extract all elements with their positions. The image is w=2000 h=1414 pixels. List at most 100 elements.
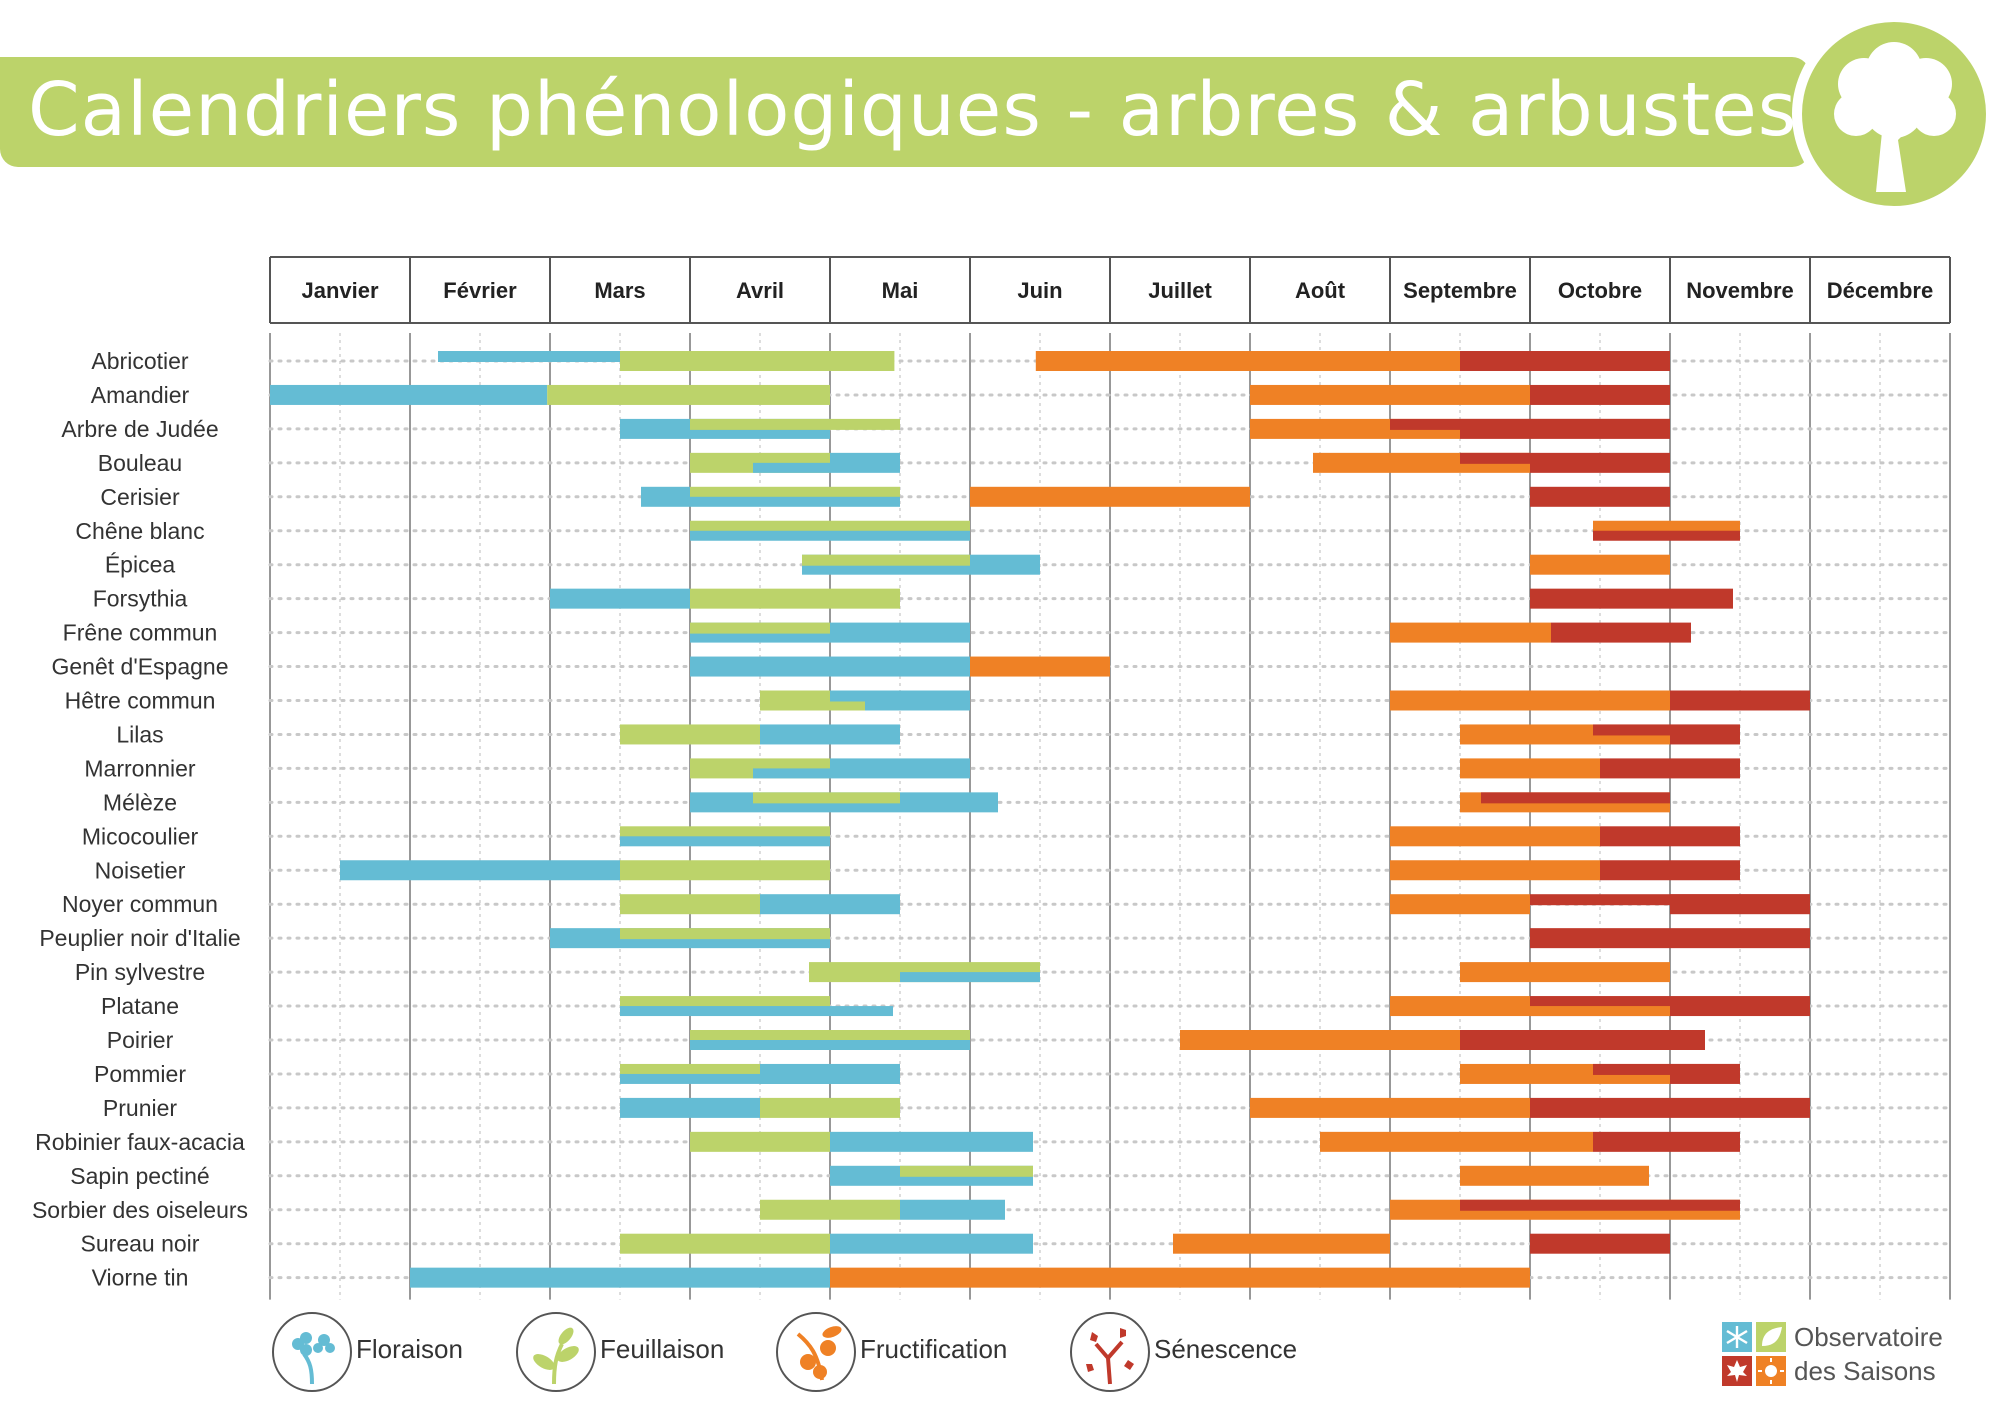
species-row — [620, 1097, 1810, 1118]
month-label: Octobre — [1558, 278, 1642, 303]
observatoire-des-saisons-logo: Observatoire des Saisons — [1722, 1322, 1992, 1392]
bar-floraison — [830, 690, 970, 702]
species-label: Amandier — [91, 382, 190, 408]
title-bar: Calendriers phénologiques - arbres & arb… — [0, 57, 1810, 167]
bar-fructification — [1593, 520, 1740, 532]
bar-fructification — [1390, 622, 1551, 643]
bar-feuillaison — [802, 554, 970, 566]
species-row — [830, 1165, 1649, 1186]
bar-fructification — [1180, 1030, 1460, 1050]
bar-senescence — [1670, 690, 1810, 711]
species-row — [690, 758, 1740, 779]
bar-floraison — [690, 656, 970, 677]
bar-senescence — [1530, 486, 1670, 507]
species-label: Pin sylvestre — [75, 959, 205, 985]
bar-feuillaison — [620, 928, 830, 940]
bar-fructification — [1390, 894, 1530, 915]
species-label: Frêne commun — [63, 620, 218, 646]
bar-feuillaison — [620, 996, 830, 1008]
tree-logo-background — [1802, 22, 1986, 206]
bar-feuillaison — [690, 1131, 830, 1152]
month-label: Juin — [1017, 278, 1062, 303]
month-label: Février — [443, 278, 517, 303]
month-label: Janvier — [301, 278, 378, 303]
species-row — [690, 622, 1691, 643]
bar-senescence — [1530, 588, 1733, 609]
bar-floraison — [760, 894, 900, 915]
species-row — [620, 826, 1740, 847]
species-label: Noyer commun — [62, 891, 218, 917]
bar-floraison — [438, 351, 620, 362]
bar-senescence — [1530, 452, 1670, 473]
bar-floraison — [340, 860, 620, 881]
bar-senescence — [1593, 724, 1740, 736]
bar-floraison — [830, 1131, 1033, 1152]
species-row — [620, 894, 1810, 915]
bar-fructification — [1460, 1165, 1649, 1186]
bar-fructification — [970, 486, 1250, 507]
species-row — [760, 1199, 1740, 1220]
month-label: Mars — [594, 278, 645, 303]
species-row — [760, 690, 1810, 711]
bar-fructification — [830, 1267, 1530, 1288]
bar-feuillaison — [690, 418, 900, 430]
species-label: Sapin pectiné — [70, 1163, 209, 1189]
month-label: Août — [1295, 278, 1346, 303]
species-label: Bouleau — [98, 450, 182, 476]
species-row — [620, 418, 1670, 439]
species-label: Hêtre commun — [65, 688, 216, 714]
species-label: Platane — [101, 993, 179, 1019]
logo-line-1: Observatoire — [1794, 1322, 1943, 1352]
leaf-icon — [1756, 1322, 1786, 1352]
bar-floraison — [690, 496, 900, 507]
bar-senescence — [1460, 1030, 1705, 1050]
logo-line-2: des Saisons — [1794, 1356, 1936, 1386]
bar-senescence — [1530, 1097, 1810, 1118]
legend-label-feuillaison: Feuillaison — [600, 1334, 725, 1364]
bar-fructification — [1460, 758, 1600, 779]
species-row — [690, 1131, 1740, 1152]
month-header: Janvier Février Mars Avril Mai Juin Juillet Aoû… — [269, 256, 1951, 324]
bar-senescence — [1670, 724, 1740, 745]
bar-floraison — [760, 724, 900, 745]
grid-layer — [268, 333, 1952, 1300]
species-row — [690, 520, 1740, 541]
bar-floraison — [760, 1063, 900, 1084]
bar-fructification — [970, 656, 1110, 677]
bar-floraison — [753, 462, 830, 473]
page-title: Calendriers phénologiques - arbres & arb… — [28, 67, 1798, 153]
species-row — [340, 860, 1740, 881]
bar-senescence — [1593, 1063, 1740, 1075]
species-label: Peuplier noir d'Italie — [39, 925, 240, 951]
species-label: Abricotier — [91, 348, 188, 374]
bar-floraison — [620, 1006, 893, 1017]
bar-feuillaison — [620, 860, 830, 881]
species-labels: Abricotier Amandier Arbre de Judée Bouleau C… — [32, 348, 248, 1291]
sun-icon — [1756, 1356, 1786, 1386]
bar-feuillaison — [690, 622, 830, 634]
species-row — [690, 656, 1110, 677]
falling-leaves-icon — [1070, 1312, 1150, 1392]
bar-feuillaison — [547, 384, 830, 405]
bar-feuillaison — [690, 588, 900, 609]
month-label: Avril — [736, 278, 784, 303]
bars-layer — [270, 351, 1810, 1288]
species-label: Prunier — [103, 1095, 177, 1121]
bar-senescence — [1530, 928, 1810, 949]
species-row — [620, 1063, 1740, 1084]
bar-senescence — [1530, 384, 1670, 405]
species-label: Sorbier des oiseleurs — [32, 1197, 248, 1223]
species-row — [550, 588, 1733, 609]
bar-fructification — [1530, 554, 1670, 575]
bar-feuillaison — [620, 351, 895, 371]
bar-feuillaison — [620, 1233, 830, 1254]
species-label: Chêne blanc — [75, 518, 204, 544]
bar-floraison — [620, 836, 830, 847]
legend-label-floraison: Floraison — [356, 1334, 463, 1364]
species-row — [620, 996, 1810, 1017]
bar-floraison — [690, 1040, 970, 1050]
bar-fructification — [1460, 962, 1670, 983]
species-label: Épicea — [105, 552, 176, 578]
bar-feuillaison — [620, 894, 760, 915]
bar-senescence — [1551, 622, 1691, 643]
